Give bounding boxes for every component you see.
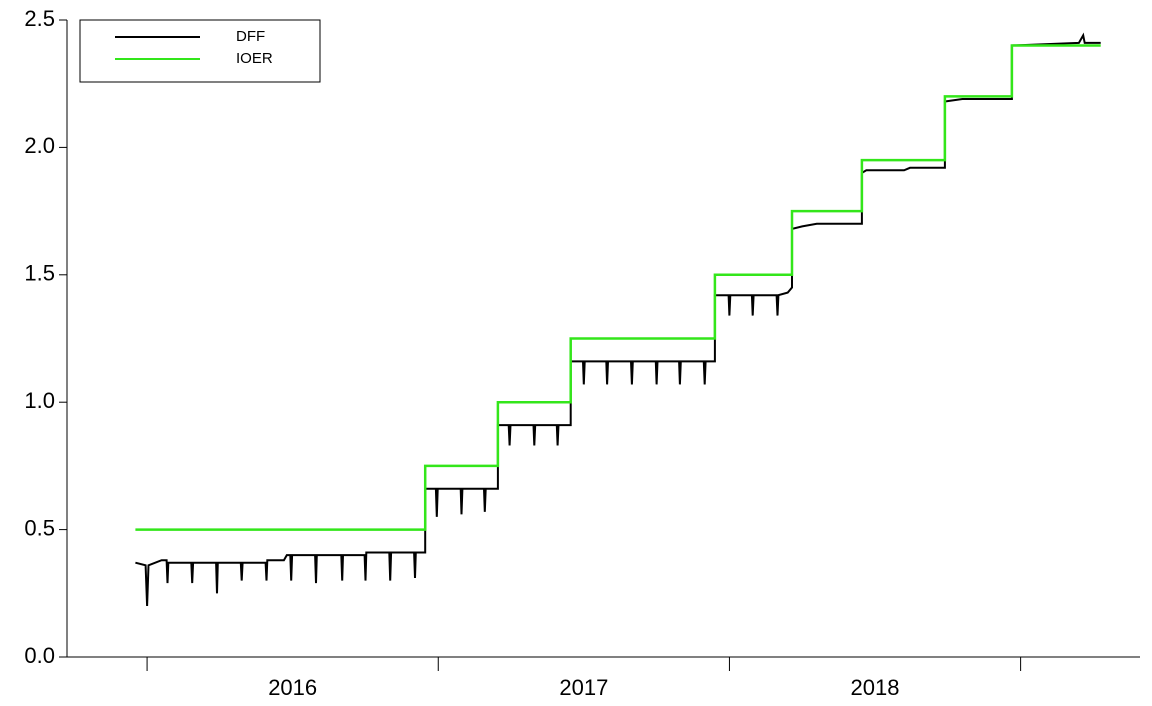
x-tick-label: 2018: [851, 675, 900, 700]
x-tick-label: 2017: [559, 675, 608, 700]
legend-label: IOER: [236, 50, 273, 67]
series-line: [135, 32, 1101, 607]
y-tick-label: 0.5: [24, 515, 55, 540]
y-tick-label: 1.5: [24, 261, 55, 286]
y-tick-label: 0.0: [24, 643, 55, 668]
y-tick-label: 2.5: [24, 6, 55, 31]
legend-box: [79, 19, 321, 83]
y-tick-label: 2.0: [24, 133, 55, 158]
legend-label: DFF: [236, 28, 265, 45]
series-line: [135, 44, 1101, 531]
x-tick-label: 2016: [268, 675, 317, 700]
y-tick-label: 1.0: [24, 388, 55, 413]
